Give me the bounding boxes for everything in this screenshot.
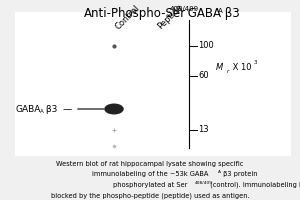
Text: (control). Immunolabeling is: (control). Immunolabeling is	[208, 182, 300, 188]
Text: A: A	[218, 8, 222, 14]
Text: 60: 60	[198, 72, 208, 80]
Text: β3  —: β3 —	[43, 104, 72, 114]
Text: 13: 13	[198, 126, 208, 134]
Text: A: A	[40, 109, 44, 114]
Text: GABA: GABA	[15, 104, 40, 114]
Text: 408/409: 408/409	[194, 181, 212, 185]
Text: β3 protein: β3 protein	[221, 171, 258, 177]
Text: β3: β3	[221, 7, 240, 20]
Text: Anti-Phospho-Ser: Anti-Phospho-Ser	[84, 7, 186, 20]
Text: Western blot of rat hippocampal lysate showing specific: Western blot of rat hippocampal lysate s…	[56, 161, 244, 167]
Text: A: A	[218, 170, 221, 174]
Text: Peptide: Peptide	[156, 2, 185, 31]
Text: phosphorylated at Ser: phosphorylated at Ser	[113, 182, 187, 188]
Text: Control: Control	[114, 3, 142, 31]
Text: blocked by the phospho-peptide (peptide) used as antigen.: blocked by the phospho-peptide (peptide)…	[51, 192, 249, 199]
Text: r: r	[227, 69, 230, 74]
Text: 100: 100	[198, 42, 214, 50]
Text: 408/409: 408/409	[169, 6, 199, 12]
Text: 3: 3	[254, 60, 257, 65]
Text: immunolabeling of the ~53k GABA: immunolabeling of the ~53k GABA	[92, 171, 208, 177]
Ellipse shape	[104, 104, 124, 114]
Text: X 10: X 10	[230, 64, 252, 72]
FancyBboxPatch shape	[15, 12, 291, 156]
Text: M: M	[216, 64, 223, 72]
Text: GABA: GABA	[184, 7, 221, 20]
